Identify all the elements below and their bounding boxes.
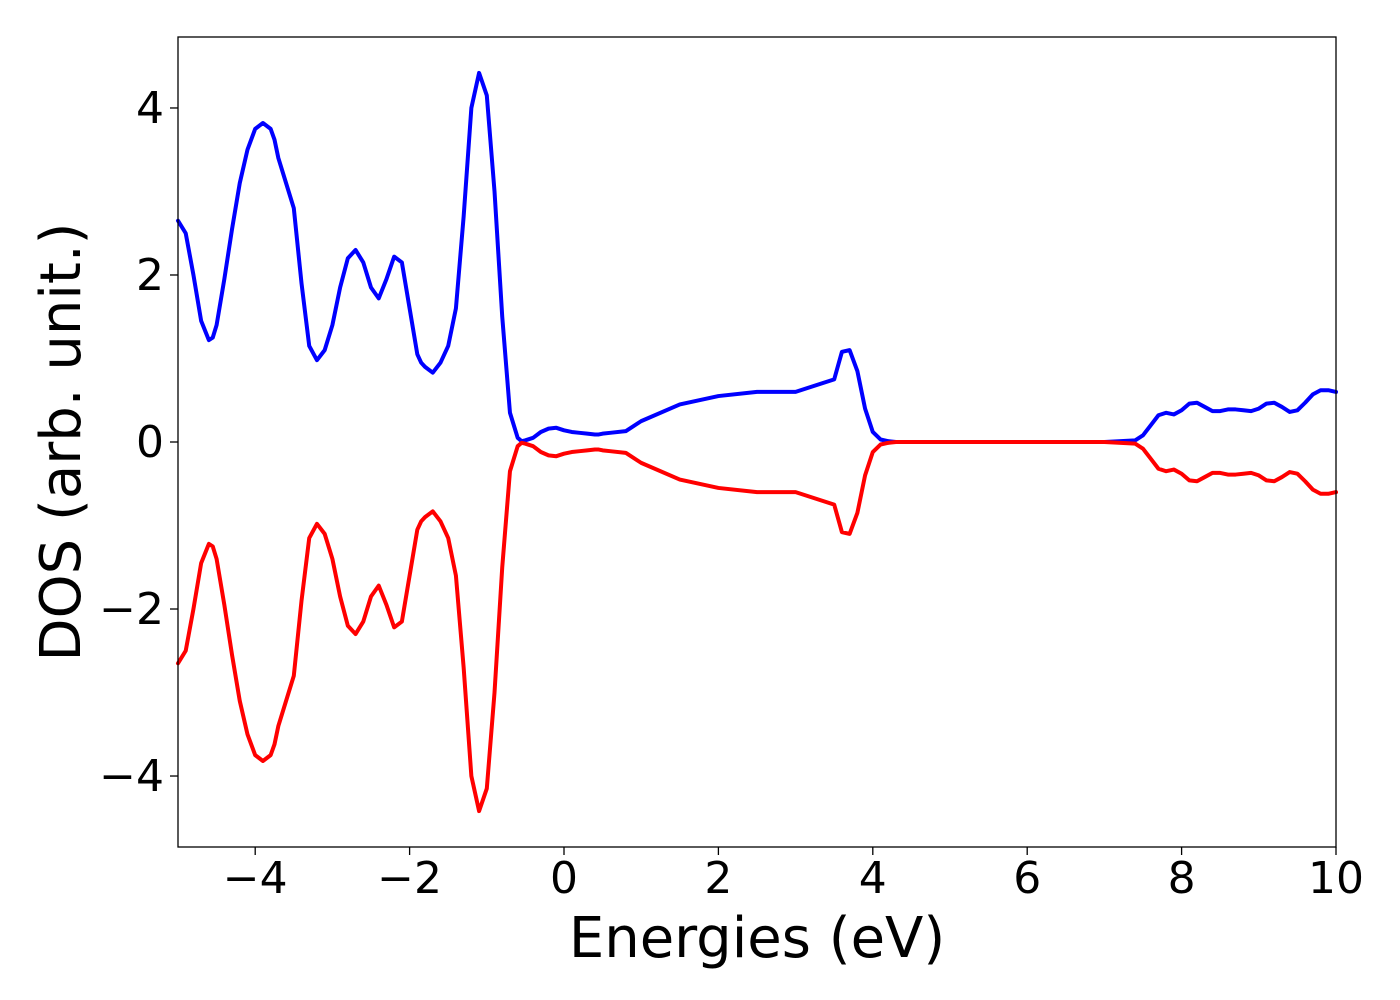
series-line-0 (176, 70, 1338, 444)
x-tick-label: 0 (550, 853, 578, 904)
x-tick-label: −2 (377, 853, 442, 904)
plot-frame (177, 36, 1337, 848)
y-axis-label: DOS (arb. unit.) (29, 222, 94, 661)
x-tick-label: 8 (1168, 853, 1196, 904)
series-line-1 (176, 440, 1338, 814)
x-tick-label: 10 (1308, 853, 1364, 904)
y-tick-label: 4 (136, 83, 164, 134)
x-axis-label: Energies (eV) (569, 906, 945, 971)
x-tick-label: 2 (704, 853, 732, 904)
y-axis-ticks: −4 −2 0 2 4 (99, 83, 178, 802)
x-axis-ticks: −4 −2 0 2 4 6 8 10 (223, 847, 1364, 904)
series-layer (176, 70, 1338, 814)
y-tick-label: 0 (136, 417, 164, 468)
x-tick-label: 6 (1013, 853, 1041, 904)
y-tick-label: −2 (99, 584, 164, 635)
y-tick-label: 2 (136, 250, 164, 301)
x-tick-label: −4 (223, 853, 288, 904)
x-tick-label: 4 (859, 853, 887, 904)
y-tick-label: −4 (99, 751, 164, 802)
